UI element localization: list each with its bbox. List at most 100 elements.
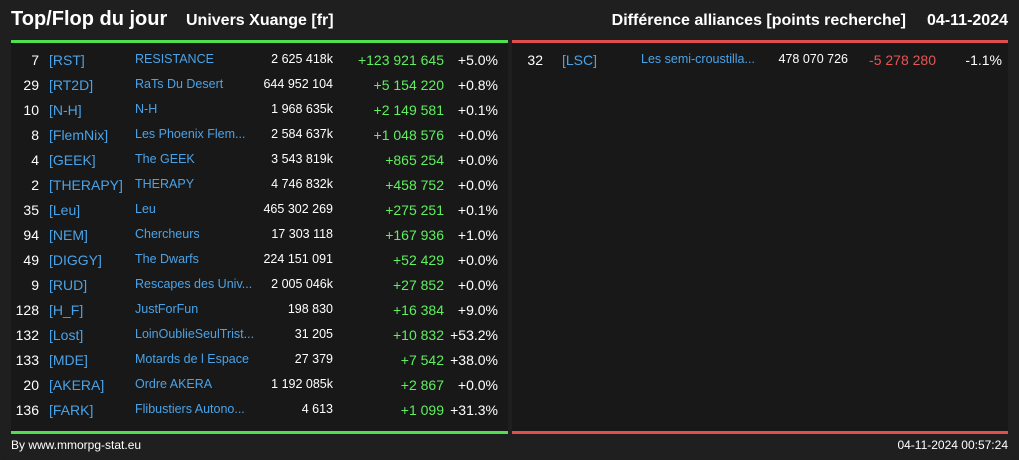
points-difference: +2 149 581 <box>373 102 444 118</box>
alliance-tag-link[interactable]: [NEM] <box>49 227 88 243</box>
alliance-points: 2 625 418k <box>271 52 333 66</box>
table-row: 9 [RUD] Rescapes des Univ... 2 005 046k +27 … <box>11 273 508 298</box>
alliance-name-link[interactable]: Rescapes des Univ... <box>135 277 253 291</box>
alliance-rank: 35 <box>23 202 39 218</box>
alliance-points: 1 192 085k <box>271 377 333 391</box>
table-row: 136 [FARK] Flibustiers Autono... 4 613 +1 09… <box>11 398 508 423</box>
points-difference: +458 752 <box>385 177 444 193</box>
alliance-name-link[interactable]: The GEEK <box>135 152 195 166</box>
alliance-tag-link[interactable]: [FlemNix] <box>49 127 109 143</box>
alliance-points: 198 830 <box>287 302 333 316</box>
alliance-name-link[interactable]: RESISTANCE <box>135 52 214 66</box>
alliance-tag-link[interactable]: [GEEK] <box>49 152 96 168</box>
points-difference: -5 278 280 <box>869 52 936 68</box>
alliance-rank: 29 <box>23 77 39 93</box>
alliance-tag-link[interactable]: [THERAPY] <box>49 177 123 193</box>
alliance-rank: 9 <box>31 277 39 293</box>
alliance-tag-link[interactable]: [AKERA] <box>49 377 105 393</box>
percent-change: +0.0% <box>457 127 498 143</box>
alliance-name-link[interactable]: RaTs Du Desert <box>135 77 224 91</box>
alliance-points: 31 205 <box>294 327 333 341</box>
percent-change: -1.1% <box>965 52 1002 68</box>
alliance-name-link[interactable]: JustForFun <box>135 302 199 316</box>
flop-panel: 32 [LSC] Les semi-croustilla... 478 070 726… <box>512 40 1008 434</box>
alliance-name-link[interactable]: The Dwarfs <box>135 252 199 266</box>
percent-change: +0.1% <box>457 102 498 118</box>
alliance-points: 27 379 <box>294 352 333 366</box>
alliance-points: 644 952 104 <box>263 77 333 91</box>
alliance-name-link[interactable]: Les Phoenix Flem... <box>135 127 246 141</box>
alliance-tag-link[interactable]: [DIGGY] <box>49 252 102 268</box>
alliance-name-link[interactable]: Les semi-croustilla... <box>641 52 755 66</box>
alliance-name-link[interactable]: Flibustiers Autono... <box>135 402 245 416</box>
percent-change: +0.0% <box>457 177 498 193</box>
source-link[interactable]: By www.mmorpg-stat.eu <box>11 438 142 452</box>
percent-change: +31.3% <box>450 402 498 418</box>
alliance-tag-link[interactable]: [Leu] <box>49 202 81 218</box>
top-accent-bar-bottom <box>11 431 508 434</box>
points-difference: +52 429 <box>393 252 444 268</box>
points-difference: +16 384 <box>393 302 444 318</box>
alliance-points: 2 584 637k <box>271 127 333 141</box>
points-difference: +7 542 <box>400 352 444 368</box>
table-row: 29 [RT2D] RaTs Du Desert 644 952 104 +5 154 … <box>11 73 508 98</box>
alliance-name-link[interactable]: Ordre AKERA <box>135 377 213 391</box>
alliance-points: 4 746 832k <box>271 177 333 191</box>
alliance-tag-link[interactable]: [H_F] <box>49 302 84 318</box>
alliance-points: 224 151 091 <box>263 252 333 266</box>
table-row: 32 [LSC] Les semi-croustilla... 478 070 726… <box>512 48 1008 73</box>
percent-change: +0.1% <box>457 202 498 218</box>
percent-change: +9.0% <box>457 302 498 318</box>
alliance-rank: 10 <box>23 102 39 118</box>
table-row: 128 [H_F] JustForFun 198 830 +16 384 +9.0% <box>11 298 508 323</box>
alliance-name-link[interactable]: Leu <box>135 202 156 216</box>
alliance-rank: 133 <box>15 352 39 368</box>
alliance-tag-link[interactable]: [RT2D] <box>49 77 94 93</box>
alliance-rank: 49 <box>23 252 39 268</box>
alliance-name-link[interactable]: Motards de l Espace <box>135 352 249 366</box>
category-label: Différence alliances [points recherche] <box>611 12 906 29</box>
points-difference: +275 251 <box>385 202 444 218</box>
points-difference: +1 048 576 <box>373 127 444 143</box>
alliance-points: 4 613 <box>301 402 333 416</box>
alliance-tag-link[interactable]: [RUD] <box>49 277 88 293</box>
footer-timestamp: 04-11-2024 00:57:24 <box>897 438 1008 452</box>
percent-change: +0.0% <box>457 377 498 393</box>
percent-change: +1.0% <box>457 227 498 243</box>
alliance-tag-link[interactable]: [RST] <box>49 52 85 68</box>
table-row: 133 [MDE] Motards de l Espace 27 379 +7 542 +… <box>11 348 508 373</box>
flop-accent-bar <box>512 40 1008 43</box>
alliance-rank: 128 <box>15 302 39 318</box>
alliance-points: 465 302 269 <box>263 202 333 216</box>
alliance-tag-link[interactable]: [MDE] <box>49 352 88 368</box>
points-difference: +27 852 <box>393 277 444 293</box>
table-row: 7 [RST] RESISTANCE 2 625 418k +123 921 645 +5… <box>11 48 508 73</box>
alliance-rank: 2 <box>31 177 39 193</box>
alliance-name-link[interactable]: Chercheurs <box>135 227 200 241</box>
percent-change: +53.2% <box>450 327 498 343</box>
percent-change: +0.0% <box>457 152 498 168</box>
alliance-rank: 20 <box>23 377 39 393</box>
alliance-name-link[interactable]: LoinOublieSeulTrist... <box>135 327 255 341</box>
points-difference: +5 154 220 <box>373 77 444 93</box>
points-difference: +123 921 645 <box>357 52 444 68</box>
flop-list: 32 [LSC] Les semi-croustilla... 478 070 726… <box>512 48 1008 73</box>
top-accent-bar <box>11 40 508 43</box>
alliance-name-link[interactable]: N-H <box>135 102 158 116</box>
alliance-tag-link[interactable]: [Lost] <box>49 327 84 343</box>
percent-change: +0.0% <box>457 252 498 268</box>
alliance-name-link[interactable]: THERAPY <box>135 177 195 191</box>
alliance-tag-link[interactable]: [LSC] <box>562 52 598 68</box>
points-difference: +10 832 <box>393 327 444 343</box>
alliance-points: 3 543 819k <box>271 152 333 166</box>
alliance-tag-link[interactable]: [FARK] <box>49 402 94 418</box>
table-row: 94 [NEM] Chercheurs 17 303 118 +167 936 +1.0% <box>11 223 508 248</box>
table-row: 132 [Lost] LoinOublieSeulTrist... 31 205 +10… <box>11 323 508 348</box>
top-panel: 7 [RST] RESISTANCE 2 625 418k +123 921 645 +5… <box>11 40 508 434</box>
universe-label: Univers Xuange [fr] <box>186 12 334 29</box>
page-title: Top/Flop du jour <box>11 8 168 30</box>
percent-change: +5.0% <box>457 52 498 68</box>
percent-change: +0.0% <box>457 277 498 293</box>
alliance-tag-link[interactable]: [N-H] <box>49 102 82 118</box>
